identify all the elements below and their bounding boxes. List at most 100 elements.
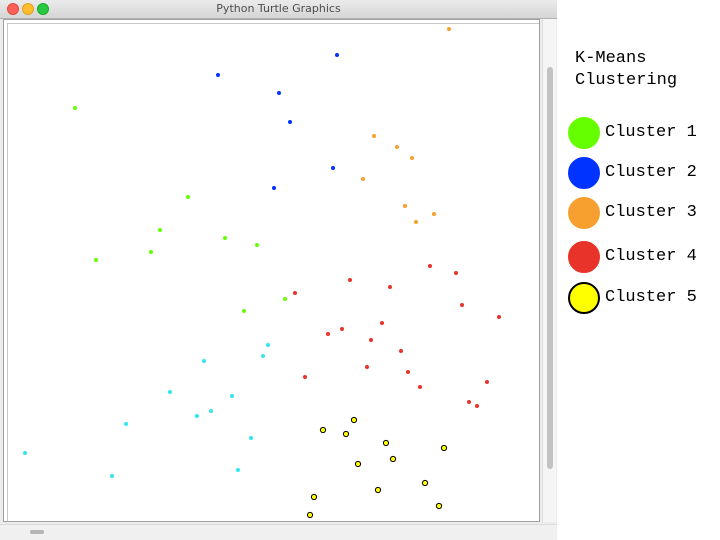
cluster-2-label: Cluster 2	[605, 163, 697, 182]
cluster-2-point-1	[335, 53, 339, 57]
cluster-4-swatch	[568, 241, 600, 273]
cluster-3-point-3	[395, 145, 399, 149]
cluster-3-point-2	[372, 134, 376, 138]
cluster-unlabeled-point-11	[236, 468, 240, 472]
cluster-4-point-8	[380, 321, 384, 325]
zoom-button[interactable]	[37, 3, 49, 15]
window-title: Python Turtle Graphics	[216, 2, 341, 15]
cluster-3-point-7	[432, 212, 436, 216]
cluster-4-point-10	[326, 332, 330, 336]
cluster-4-point-7	[497, 315, 501, 319]
cluster-unlabeled-point-3	[202, 359, 206, 363]
legend-item-cluster-1: Cluster 1	[568, 117, 718, 149]
cluster-1-point-2	[186, 195, 190, 199]
cluster-3-point-8	[414, 220, 418, 224]
cluster-4-point-18	[467, 400, 471, 404]
legend-title-line-1: K-Means	[575, 49, 647, 68]
cluster-3-points	[361, 27, 451, 224]
turtle-canvas[interactable]	[3, 19, 540, 522]
cluster-5-point-3	[342, 430, 350, 438]
cluster-unlabeled-points	[23, 343, 270, 478]
vertical-scrollbar[interactable]	[542, 19, 556, 522]
cluster-5-points	[306, 416, 448, 519]
cluster-5-point-2	[319, 426, 327, 434]
cluster-2-point-4	[288, 120, 292, 124]
title-bar[interactable]: Python Turtle Graphics	[0, 0, 557, 19]
legend-item-cluster-3: Cluster 3	[568, 197, 718, 229]
cluster-5-point-10	[310, 493, 318, 501]
cluster-1-point-8	[283, 297, 287, 301]
vertical-scroll-thumb[interactable]	[547, 67, 553, 469]
cluster-1-point-4	[223, 236, 227, 240]
cluster-1-label: Cluster 1	[605, 123, 697, 142]
cluster-5-point-9	[374, 486, 382, 494]
cluster-3-swatch	[568, 197, 600, 229]
cluster-unlabeled-point-12	[110, 474, 114, 478]
cluster-4-points	[293, 264, 501, 408]
canvas-border	[7, 23, 539, 521]
legend-item-cluster-2: Cluster 2	[568, 157, 718, 189]
cluster-unlabeled-point-1	[266, 343, 270, 347]
cluster-1-point-1	[73, 106, 77, 110]
cluster-5-point-6	[389, 455, 397, 463]
cluster-4-point-12	[399, 349, 403, 353]
cluster-4-point-15	[406, 370, 410, 374]
legend-title: K-Means Clustering	[575, 48, 715, 92]
cluster-5-point-7	[354, 460, 362, 468]
cluster-5-point-12	[306, 511, 314, 519]
cluster-1-point-5	[255, 243, 259, 247]
cluster-4-point-3	[348, 278, 352, 282]
cluster-1-point-6	[94, 258, 98, 262]
cluster-3-point-1	[447, 27, 451, 31]
cluster-3-point-6	[403, 204, 407, 208]
cluster-unlabeled-point-6	[209, 409, 213, 413]
cluster-unlabeled-point-8	[124, 422, 128, 426]
cluster-1-point-7	[149, 250, 153, 254]
cluster-1-point-9	[242, 309, 246, 313]
cluster-2-point-2	[216, 73, 220, 77]
cluster-3-point-5	[361, 177, 365, 181]
cluster-5-swatch	[568, 282, 600, 314]
cluster-3-point-4	[410, 156, 414, 160]
cluster-3-label: Cluster 3	[605, 203, 697, 222]
cluster-4-point-1	[428, 264, 432, 268]
cluster-4-point-16	[418, 385, 422, 389]
cluster-1-point-3	[158, 228, 162, 232]
cluster-unlabeled-point-10	[23, 451, 27, 455]
cluster-4-point-6	[460, 303, 464, 307]
cluster-4-label: Cluster 4	[605, 247, 697, 266]
cluster-unlabeled-point-7	[195, 414, 199, 418]
close-button[interactable]	[7, 3, 19, 15]
scatter-plot	[23, 27, 501, 519]
legend-item-cluster-5: Cluster 5	[568, 282, 718, 314]
cluster-5-label: Cluster 5	[605, 288, 697, 307]
legend-title-line-2: Clustering	[575, 71, 678, 90]
cluster-4-point-17	[485, 380, 489, 384]
legend-item-cluster-4: Cluster 4	[568, 241, 718, 273]
horizontal-scroll-thumb[interactable]	[30, 530, 44, 534]
cluster-4-point-9	[340, 327, 344, 331]
cluster-unlabeled-point-9	[249, 436, 253, 440]
cluster-5-point-5	[440, 444, 448, 452]
cluster-4-point-5	[293, 291, 297, 295]
cluster-5-point-4	[382, 439, 390, 447]
cluster-unlabeled-point-5	[230, 394, 234, 398]
cluster-5-point-1	[350, 416, 358, 424]
cluster-2-point-5	[331, 166, 335, 170]
cluster-4-point-19	[475, 404, 479, 408]
cluster-2-swatch	[568, 157, 600, 189]
cluster-unlabeled-point-2	[261, 354, 265, 358]
cluster-2-point-3	[277, 91, 281, 95]
horizontal-scrollbar[interactable]	[0, 524, 557, 540]
cluster-4-point-13	[365, 365, 369, 369]
cluster-4-point-2	[454, 271, 458, 275]
cluster-4-point-11	[369, 338, 373, 342]
cluster-4-point-4	[388, 285, 392, 289]
cluster-4-point-14	[303, 375, 307, 379]
cluster-5-point-11	[435, 502, 443, 510]
cluster-5-point-8	[421, 479, 429, 487]
turtle-window: Python Turtle Graphics	[0, 0, 557, 540]
minimize-button[interactable]	[22, 3, 34, 15]
cluster-unlabeled-point-4	[168, 390, 172, 394]
cluster-2-point-6	[272, 186, 276, 190]
